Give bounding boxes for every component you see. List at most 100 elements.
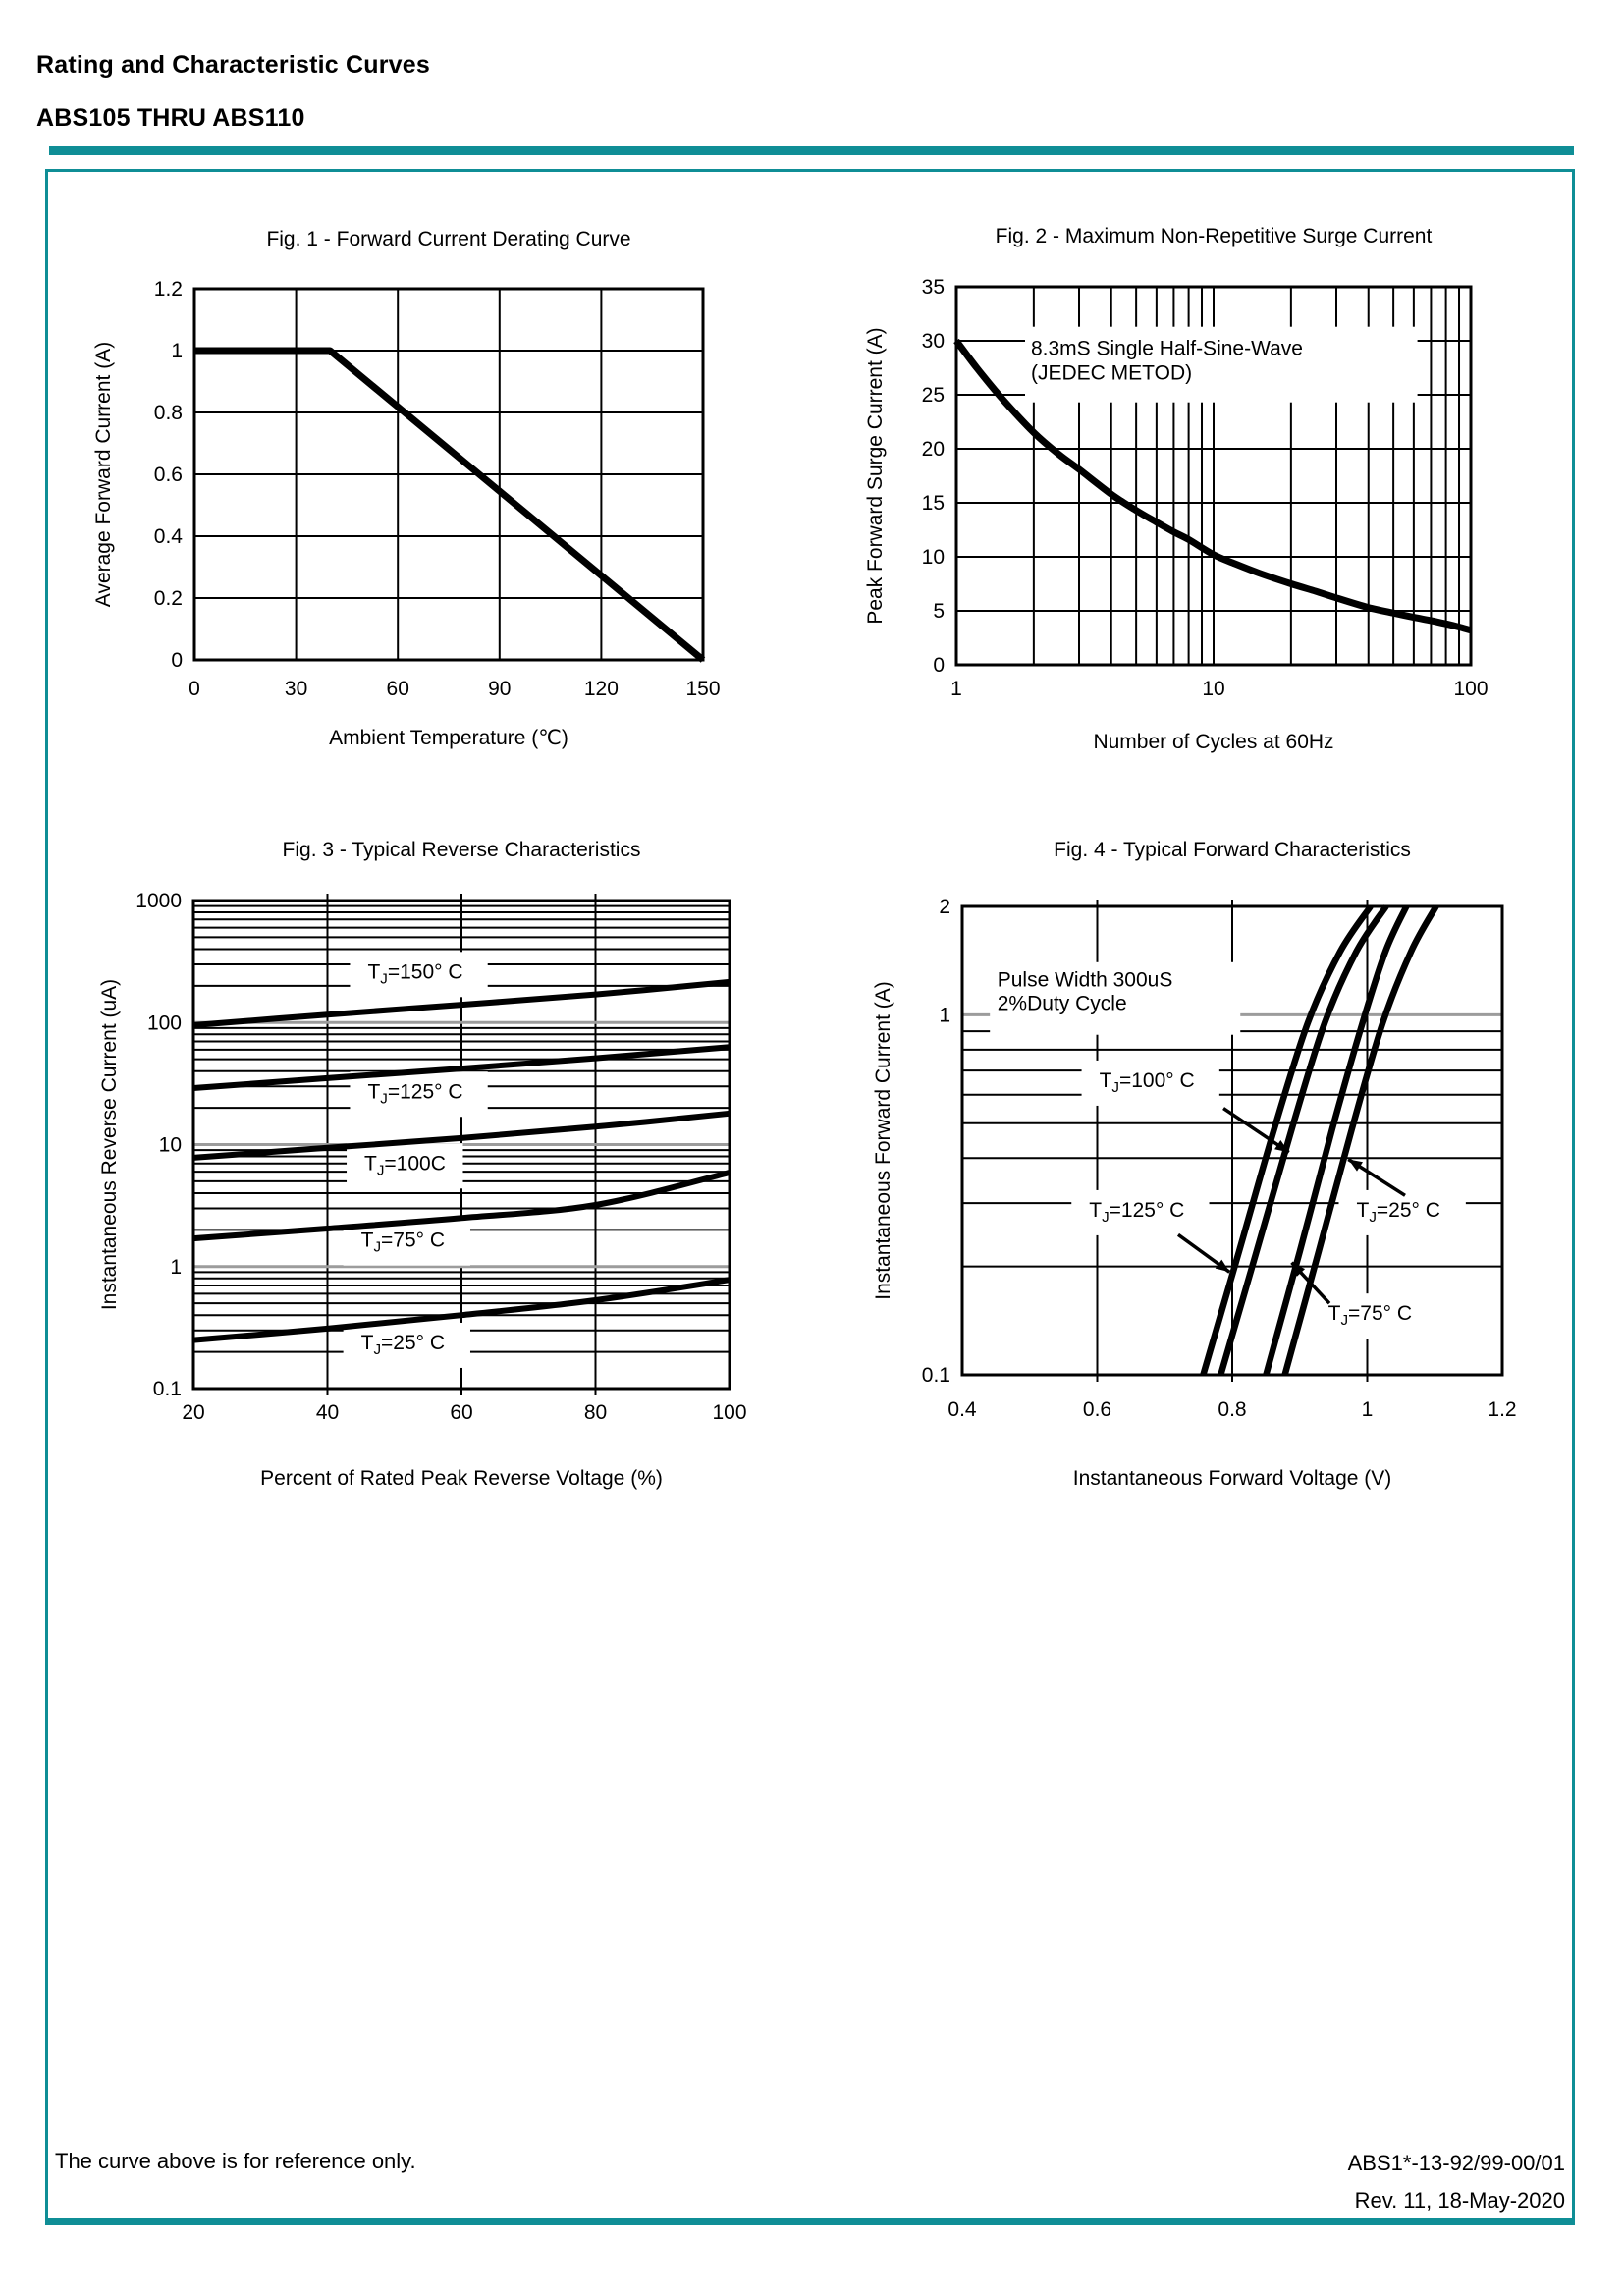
series-tj-125 (192, 1044, 731, 1091)
note-box (1024, 326, 1418, 403)
series-label: TJ=150° C (367, 960, 462, 987)
y-tick-label: 0.4 (154, 525, 184, 548)
x-tick-label: 40 (316, 1401, 339, 1424)
x-tick-label: 0.8 (1218, 1398, 1246, 1421)
fig2-chart: 8.3mS Single Half-Sine-Wave (JEDEC METOD)… (864, 225, 1489, 753)
fig1-ylabel: Average Forward Current (A) (92, 342, 115, 607)
fig1-chart: Fig. 1 - Forward Current Derating Curve A… (92, 228, 721, 749)
y-tick-label: 100 (147, 1011, 182, 1034)
annotation-arrow-head (1348, 1159, 1363, 1172)
series-label: TJ=125° C (367, 1080, 462, 1107)
series-tj-75 (1263, 904, 1410, 1376)
x-tick-label: 0.6 (1083, 1398, 1111, 1421)
fig1-title: Fig. 1 - Forward Current Derating Curve (266, 228, 630, 250)
x-tick-label: 30 (285, 678, 307, 700)
fig4-ylabel: Instantaneous Forward Current (A) (872, 981, 894, 1299)
y-tick-label: 0.2 (154, 587, 183, 610)
y-tick-label: 0.8 (154, 402, 183, 424)
y-tick-label: 1 (171, 340, 183, 362)
reference-note: The curve above is for reference only. (55, 2149, 416, 2173)
series-label: TJ=75° C (361, 1230, 445, 1256)
y-tick-label: 0.6 (154, 464, 183, 486)
fig2-ylabel: Peak Forward Surge Current (A) (864, 327, 887, 624)
fig3-ylabel: Instantaneous Reverse Current (uA) (98, 979, 121, 1310)
y-tick-label: 10 (922, 546, 945, 569)
series-label-box (350, 952, 488, 998)
y-tick-label: 0.1 (153, 1378, 182, 1400)
series-tj-25 (192, 1277, 731, 1343)
document-revision: Rev. 11, 18-May-2020 (1354, 2188, 1565, 2213)
series-label: TJ=75° C (1328, 1302, 1412, 1329)
y-tick-label: 10 (159, 1134, 182, 1157)
x-tick-label: 60 (450, 1401, 472, 1424)
plot-border (191, 899, 731, 1391)
y-tick-label: 1000 (135, 890, 182, 912)
series-label-box (1338, 1189, 1466, 1235)
y-tick-label: 1 (939, 1004, 950, 1026)
fig3-xlabel: Percent of Rated Peak Reverse Voltage (%… (260, 1467, 663, 1490)
y-tick-label: 15 (922, 492, 945, 515)
y-tick-label: 25 (922, 384, 945, 407)
series-tj-150 (192, 978, 731, 1028)
y-tick-label: 35 (922, 276, 945, 299)
part-number-range: ABS105 THRU ABS110 (36, 104, 305, 132)
series-label-box (1071, 1189, 1210, 1235)
series-label-box (347, 1143, 463, 1189)
annotation-arrow-head (1215, 1259, 1230, 1273)
page-title: Rating and Characteristic Curves (36, 51, 430, 79)
series-label-box (350, 1071, 488, 1118)
y-tick-label: 20 (922, 438, 945, 461)
annotation-arrow-head (1274, 1140, 1289, 1153)
document-meta: ABS1*-13-92/99-00/01 Rev. 11, 18-May-202… (976, 2145, 1565, 2219)
fig2-xlabel: Number of Cycles at 60Hz (1093, 731, 1333, 753)
note-text: 8.3mS Single Half-Sine-Wave (1031, 337, 1303, 359)
fig1-xlabel: Ambient Temperature (℃) (329, 727, 568, 749)
note-text: 2%Duty Cycle (998, 993, 1127, 1015)
x-tick-label: 1 (1362, 1398, 1374, 1421)
x-tick-label: 100 (1453, 678, 1488, 700)
content-frame (45, 169, 1575, 2225)
y-tick-label: 30 (922, 330, 945, 353)
series-label: TJ=100C (364, 1152, 446, 1178)
series-label-box (1081, 1060, 1219, 1106)
x-tick-label: 1 (950, 678, 962, 700)
x-tick-label: 120 (584, 678, 619, 700)
y-tick-label: 1.2 (154, 278, 183, 301)
fig2-group: 8.3mS Single Half-Sine-Wave (JEDEC METOD)… (864, 225, 1489, 753)
fig2-title: Fig. 2 - Maximum Non-Repetitive Surge Cu… (996, 225, 1433, 247)
x-tick-label: 10 (1202, 678, 1224, 700)
fig3-title: Fig. 3 - Typical Reverse Characteristics (283, 839, 641, 861)
plot-border (960, 904, 1504, 1377)
note-text: Pulse Width 300uS (998, 968, 1173, 991)
series-label-box (1310, 1293, 1437, 1339)
x-tick-label: 20 (182, 1401, 204, 1424)
series-derating (194, 347, 706, 663)
document-code: ABS1*-13-92/99-00/01 (1347, 2151, 1565, 2175)
y-tick-label: 1 (170, 1256, 182, 1279)
y-tick-label: 5 (933, 600, 945, 623)
x-tick-label: 100 (712, 1401, 746, 1424)
series-label: TJ=25° C (361, 1332, 445, 1358)
header-divider (49, 146, 1574, 155)
series-label-box (343, 1322, 470, 1368)
series-label: TJ=25° C (1357, 1199, 1440, 1226)
series-label: TJ=100° C (1100, 1069, 1195, 1096)
fig4-title: Fig. 4 - Typical Forward Characteristics (1054, 839, 1411, 861)
x-tick-label: 1.2 (1488, 1398, 1516, 1421)
note-box (990, 961, 1241, 1035)
x-tick-label: 60 (387, 678, 409, 700)
fig4-xlabel: Instantaneous Forward Voltage (V) (1073, 1467, 1392, 1490)
series-label: TJ=125° C (1089, 1199, 1184, 1226)
fig3-chart: TJ=150° C TJ=125° C TJ=100C TJ=75° C TJ=25° … (98, 839, 747, 1490)
series-tj-100 (1218, 904, 1389, 1376)
series-tj-100 (192, 1110, 731, 1161)
series-tj-125 (1200, 904, 1374, 1376)
x-tick-label: 90 (488, 678, 511, 700)
fig1-group: Fig. 1 - Forward Current Derating Curve A… (92, 228, 721, 749)
x-tick-label: 0 (189, 678, 200, 700)
x-tick-label: 0.4 (947, 1398, 977, 1421)
annotation-arrow-head (1291, 1262, 1306, 1277)
